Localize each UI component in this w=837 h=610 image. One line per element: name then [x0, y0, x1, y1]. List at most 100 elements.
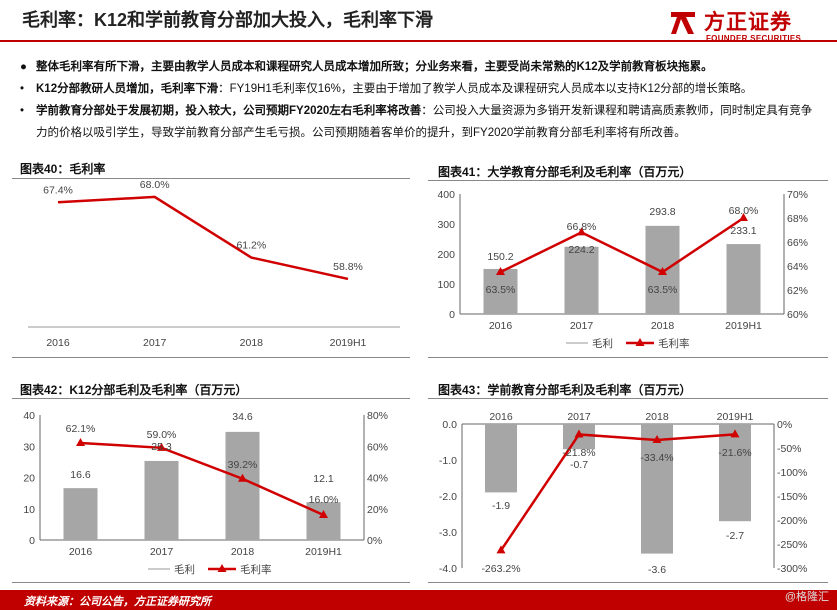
y-tick-label: -3.0	[439, 527, 457, 539]
chart40-divider	[12, 178, 410, 179]
line-marker	[652, 435, 662, 444]
chart42-bottom-line	[12, 582, 410, 583]
line-data-label: -263.2%	[481, 563, 520, 575]
bar	[483, 268, 518, 314]
y2-tick-label: 68%	[787, 213, 808, 225]
watermark: @格隆汇	[784, 591, 829, 603]
bar-data-label: 34.6	[232, 411, 253, 423]
bullet-item: ● 整体毛利率有所下滑，主要由教学人员成本和课程研究人员成本增加所致；分业务来看…	[20, 56, 820, 78]
line-data-label: 16.0%	[309, 494, 339, 506]
x-tick-label: 2018	[651, 320, 675, 332]
bar	[306, 502, 341, 540]
x-tick-label: 2016	[46, 337, 70, 349]
y2-tick-label: -300%	[777, 563, 807, 575]
series-line	[499, 216, 745, 274]
y2-tick-label: 60%	[367, 441, 388, 453]
y2-tick-label: -50%	[777, 443, 802, 455]
x-tick-label: 2016	[69, 546, 93, 558]
x-tick-label: 2017	[567, 411, 591, 423]
company-logo: 方正证券 FOUNDER SECURITIES	[668, 6, 818, 46]
bar	[726, 244, 761, 314]
y2-tick-label: 60%	[787, 309, 808, 321]
chart43-title: 图表43：学前教育分部毛利及毛利率（百万元）	[438, 383, 692, 397]
bullet-list: ● 整体毛利率有所下滑，主要由教学人员成本和课程研究人员成本增加所致；分业务来看…	[20, 56, 820, 144]
data-label: 68.0%	[140, 180, 170, 191]
y-tick-label: 0.0	[442, 419, 457, 431]
y2-tick-label: -250%	[777, 539, 807, 551]
y-tick-label: 400	[437, 189, 455, 201]
legend-label: 毛利	[174, 564, 195, 576]
chart43-divider	[428, 398, 828, 399]
x-tick-label: 2018	[240, 337, 264, 349]
chart42-title: 图表42：K12分部毛利及毛利率（百万元）	[20, 383, 248, 397]
bar	[641, 424, 673, 554]
data-label: 58.8%	[333, 261, 363, 273]
bar-data-label: -3.6	[648, 564, 666, 576]
bar-data-label: 25.3	[151, 441, 172, 453]
line-marker	[574, 429, 584, 438]
y-tick-label: 0	[449, 309, 455, 321]
bar-data-label: 224.2	[568, 244, 594, 256]
chart42-svg: 0 10 20 30 40 0% 20% 40% 60% 80% 2016 2017 2018 2019H…	[23, 410, 388, 576]
logo-text-cn: 方正证券	[704, 11, 792, 34]
line-marker	[496, 267, 505, 275]
series-line	[499, 433, 736, 552]
data-label: 61.2%	[236, 240, 266, 252]
legend-label: 毛利	[592, 338, 613, 350]
x-tick-label: 2019H1	[725, 320, 762, 332]
bullet-mark: •	[20, 83, 25, 95]
y2-tick-label: 0%	[777, 419, 792, 431]
chart41-svg: 0 100 200 300 400 60% 62% 64% 66% 68% 70% 2016 2017 2…	[437, 189, 808, 350]
y2-tick-label: 80%	[367, 410, 388, 422]
y2-tick-label: 20%	[367, 504, 388, 516]
bar-data-label: 293.8	[649, 206, 675, 218]
x-tick-label: 2016	[489, 320, 513, 332]
line-marker	[577, 227, 586, 236]
line-marker	[157, 442, 166, 451]
chart43-svg: 0.0 -1.0 -2.0 -3.0 -4.0 0% -50% -100% -150% -200%…	[439, 411, 807, 576]
bar-data-label: -1.9	[492, 500, 510, 512]
line-data-label: 59.0%	[147, 429, 177, 441]
y-tick-label: 40	[23, 410, 35, 422]
line-marker	[496, 545, 506, 554]
data-label: 67.4%	[43, 184, 73, 196]
bar	[63, 488, 98, 540]
bullet-mark: •	[20, 105, 25, 117]
y-tick-label: 10	[23, 504, 35, 516]
legend-label: 毛利率	[240, 563, 272, 576]
line-data-label: 63.5%	[648, 284, 678, 296]
chart41-bottom-line	[428, 357, 828, 358]
line-data-label: 62.1%	[66, 423, 96, 435]
bullet-item: • 学前教育分部处于发展初期，投入较大，公司预期FY2020左右毛利率将改善：公…	[20, 100, 820, 144]
series-line	[80, 441, 325, 517]
footer-source: 资料来源：公司公告，方正证券研究所	[24, 596, 211, 608]
chart40-title: 图表40：毛利率	[20, 162, 106, 176]
bar	[719, 424, 751, 522]
line-data-label: 63.5%	[486, 284, 516, 296]
chart40-svg: 67.4% 68.0% 61.2% 58.8% 2016 2017 2018 2019H1	[28, 180, 400, 349]
line-marker	[238, 473, 247, 482]
x-tick-label: 2018	[231, 546, 255, 558]
bar-data-label: 12.1	[313, 473, 334, 485]
line-data-label: 66.8%	[567, 221, 597, 233]
page-title: 毛利率：K12和学前教育分部加大投入，毛利率下滑	[22, 10, 434, 30]
y-tick-label: 300	[437, 219, 455, 231]
bullet-text: ：FY19H1毛利率仅16%，主要由于增加了教学人员成本及课程研究人员成本以支持…	[218, 83, 753, 95]
x-tick-label: 2019H1	[330, 337, 367, 349]
title-divider	[0, 40, 837, 42]
y2-tick-label: -150%	[777, 491, 807, 503]
line-data-label: -33.4%	[640, 452, 673, 464]
footer-bar: 资料来源：公司公告，方正证券研究所	[0, 590, 837, 610]
bullet-text: ：公司投入大量资源为多销开发新课程和聘请高质素教师，同时制定具有竞争力的价格以吸…	[36, 105, 813, 139]
line-data-label: 39.2%	[228, 459, 258, 471]
x-tick-label: 2016	[489, 411, 513, 423]
x-tick-label: 2017	[143, 337, 167, 349]
bullet-bold-text: K12分部教研人员增加，毛利率下滑	[36, 83, 219, 95]
legend-marker	[217, 564, 227, 572]
y2-tick-label: 66%	[787, 237, 808, 249]
bar	[144, 460, 179, 540]
bullet-bold-text: 整体毛利率有所下滑，主要由教学人员成本和课程研究人员成本增加所致；分业务来看，主…	[36, 61, 713, 73]
bar	[564, 246, 599, 314]
y2-tick-label: -100%	[777, 467, 807, 479]
y2-tick-label: -200%	[777, 515, 807, 527]
